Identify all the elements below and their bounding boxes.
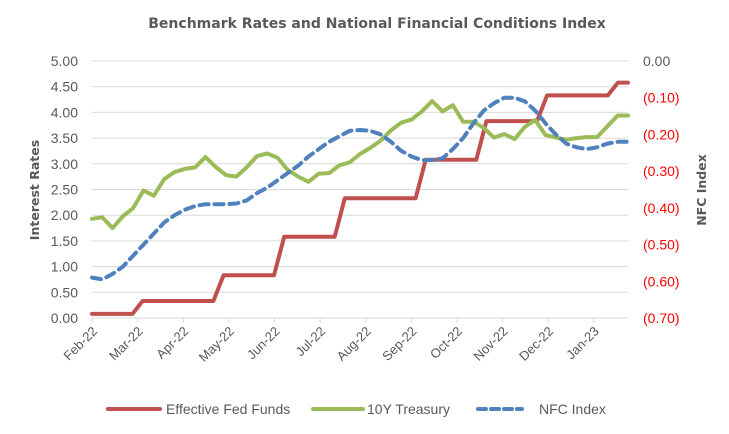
right-axis-title: NFC Index	[694, 154, 709, 226]
right-tick-label: (0.50)	[643, 237, 680, 253]
x-tick-label: May-22	[196, 324, 237, 365]
x-tick-label: Feb-22	[60, 324, 100, 364]
right-tick-label: 0.00	[643, 53, 670, 69]
x-tick-label: Jan-23	[563, 324, 602, 363]
left-tick-label: 4.00	[51, 104, 78, 120]
x-axis-ticks: Feb-22 Mar-22 Apr-22 May-22 Jun-22 Jul-22 Aug-…	[60, 318, 602, 365]
x-tick-label: Jul-22	[293, 324, 329, 360]
right-axis-ticks: (0.70) (0.60) (0.50) (0.40) (0.30) (0.20) (0.1…	[643, 53, 680, 326]
left-tick-label: 3.50	[51, 130, 78, 146]
left-tick-label: 0.50	[51, 284, 78, 300]
x-tick-label: Nov-22	[470, 324, 510, 364]
right-tick-label: (0.40)	[643, 200, 680, 216]
x-tick-label: Apr-22	[153, 324, 191, 362]
left-axis-ticks: 0.00 0.50 1.00 1.50 2.00 2.50 3.00 3.50 4.00 4.50…	[51, 53, 78, 326]
left-tick-label: 1.50	[51, 233, 78, 249]
series-line-10y-treasury	[90, 99, 630, 231]
left-tick-label: 2.50	[51, 182, 78, 198]
series-lines	[90, 80, 630, 316]
left-tick-label: 2.00	[51, 207, 78, 223]
legend: Effective Fed Funds 10Y Treasury NFC Ind…	[0, 0, 606, 417]
series-line-nfc-index	[90, 95, 630, 282]
legend-label-fed-funds: Effective Fed Funds	[166, 401, 290, 417]
x-tick-label: Dec-22	[516, 324, 556, 364]
right-tick-label: (0.70)	[643, 310, 680, 326]
x-tick-label: Mar-22	[106, 324, 146, 364]
x-tick-label: Oct-22	[427, 324, 465, 362]
left-axis-title: Interest Rates	[27, 140, 42, 240]
left-tick-label: 5.00	[51, 53, 78, 69]
legend-item-nfc-index[interactable]: NFC Index	[0, 0, 606, 417]
right-tick-label: (0.20)	[643, 126, 680, 142]
legend-label-10y-treasury: 10Y Treasury	[367, 401, 450, 417]
x-tick-label: Jun-22	[244, 324, 283, 363]
right-tick-label: (0.60)	[643, 273, 680, 289]
chart-title: Benchmark Rates and National Financial C…	[148, 16, 605, 32]
right-tick-label: (0.10)	[643, 90, 680, 106]
left-tick-label: 3.00	[51, 156, 78, 172]
x-tick-label: Sep-22	[379, 324, 419, 364]
legend-item-effective-fed-funds[interactable]: Effective Fed Funds	[106, 401, 290, 417]
legend-item-10y-treasury[interactable]: 10Y Treasury	[311, 401, 450, 417]
gridlines	[92, 60, 628, 319]
x-tick-label: Aug-22	[334, 324, 374, 364]
left-tick-label: 1.00	[51, 259, 78, 275]
right-tick-label: (0.30)	[643, 163, 680, 179]
legend-label-nfc-index: NFC Index	[539, 401, 606, 417]
left-tick-label: 4.50	[51, 79, 78, 95]
series-line-effective-fed-funds	[90, 80, 630, 316]
left-tick-label: 0.00	[51, 310, 78, 326]
